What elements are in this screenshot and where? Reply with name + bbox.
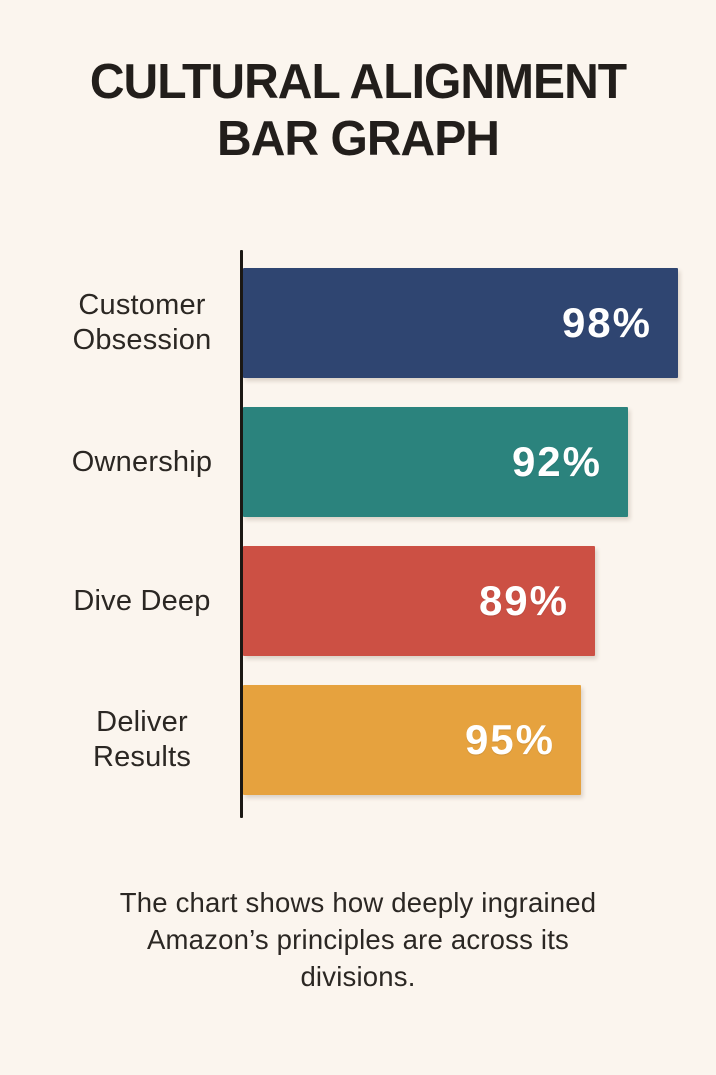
page-title-line-1: CULTURAL ALIGNMENT (89, 55, 627, 109)
bar-row: Deliver Results 95% (0, 685, 716, 795)
bar: 92% (243, 407, 628, 517)
bar-value-label: 98% (561, 299, 652, 346)
bar-category-label: Dive Deep (73, 584, 211, 617)
bar-value-label: 95% (464, 716, 555, 763)
chart-caption: The chart shows how deeply ingrained Ama… (58, 884, 658, 995)
bar: 98% (243, 268, 678, 378)
y-axis-line (240, 250, 243, 818)
bar-category-label: Ownership (71, 445, 213, 478)
bar-category-label: Deliver Results (92, 706, 192, 773)
caption-line-2: Amazon’s principles are across its (146, 924, 569, 955)
bar-row: Dive Deep 89% (0, 546, 716, 656)
page-title: CULTURAL ALIGNMENT BAR GRAPH (7, 54, 709, 168)
bar-value-label: 92% (511, 438, 602, 485)
page-title-line-2: BAR GRAPH (217, 112, 500, 166)
bar: 95% (243, 685, 581, 795)
bar-chart: Customer Obsession 98% Ownership 92% Div… (0, 250, 716, 820)
caption-line-3: divisions. (300, 961, 416, 992)
bar: 89% (243, 546, 595, 656)
bar-row: Ownership 92% (0, 407, 716, 517)
bar-value-label: 89% (478, 577, 569, 624)
bar-row: Customer Obsession 98% (0, 268, 716, 378)
bar-rows: Customer Obsession 98% Ownership 92% Div… (0, 268, 716, 795)
caption-line-1: The chart shows how deeply ingrained (119, 887, 597, 918)
bar-category-label: Customer Obsession (72, 289, 212, 356)
